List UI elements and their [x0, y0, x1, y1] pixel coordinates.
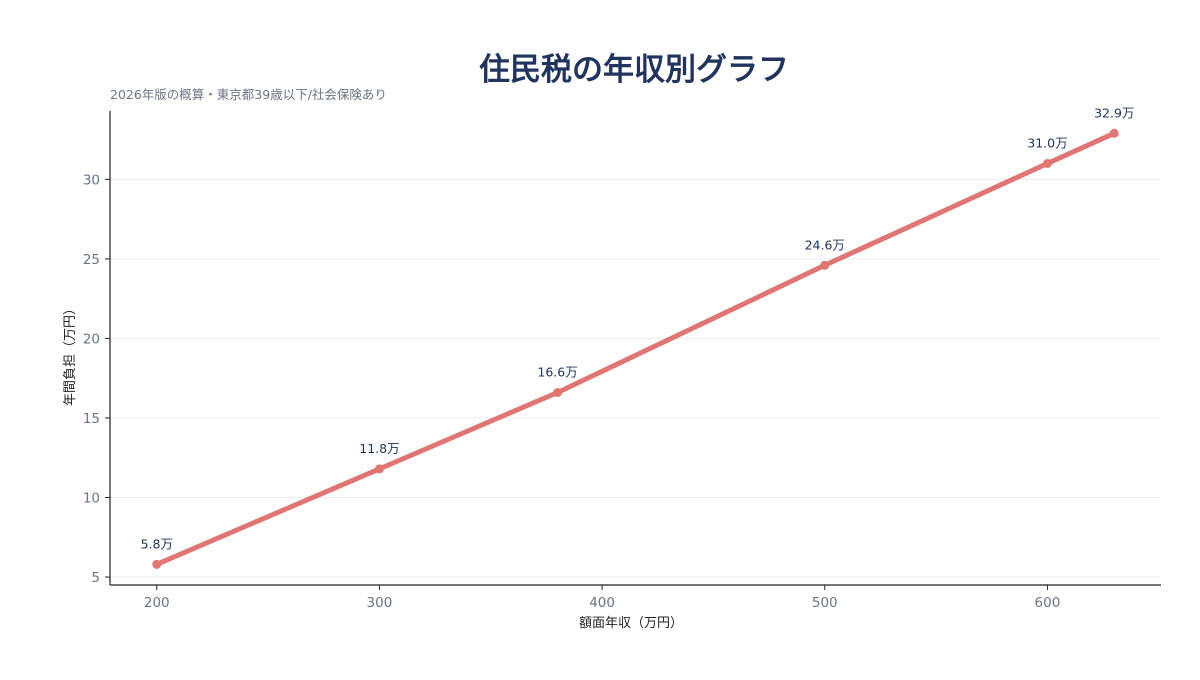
x-tick-label: 500 [812, 595, 838, 611]
data-label: 32.9万 [1094, 105, 1134, 120]
data-point [820, 260, 830, 270]
data-point [152, 559, 162, 569]
chart-title: 住民税の年収別グラフ [479, 52, 789, 88]
data-point [553, 388, 563, 398]
y-tick-label: 20 [83, 331, 100, 347]
data-label: 11.8万 [359, 441, 399, 456]
y-tick-label: 30 [83, 172, 100, 188]
data-point [374, 464, 384, 474]
y-tick-label: 5 [91, 570, 100, 586]
gridlines [110, 178, 1161, 578]
axes [109, 111, 1161, 586]
series-line [154, 130, 1117, 567]
data-point [1109, 128, 1119, 138]
y-tick-label: 25 [83, 252, 100, 268]
series-residence-tax [152, 128, 1119, 569]
x-tick-label: 200 [144, 595, 170, 611]
data-labels: 5.8万 11.8万 16.6万 24.6万 31.0万 32.9万 [141, 105, 1135, 551]
x-tick-label: 400 [589, 595, 615, 611]
y-tick-label: 10 [83, 491, 100, 507]
x-ticks: 200 300 400 500 600 [144, 585, 1060, 611]
x-tick-label: 600 [1035, 595, 1061, 611]
data-point [1042, 158, 1052, 168]
data-label: 31.0万 [1027, 135, 1067, 150]
data-label: 5.8万 [141, 536, 173, 551]
y-tick-label: 15 [83, 411, 100, 427]
data-label: 16.6万 [537, 365, 577, 380]
data-label: 24.6万 [805, 237, 845, 252]
x-axis-label: 額面年収（万円） [579, 616, 683, 631]
y-axis-label: 年間負担（万円） [63, 302, 78, 406]
x-tick-label: 300 [367, 595, 393, 611]
chart-subtitle: 2026年版の概算・東京都39歳以下/社会保険あり [110, 87, 387, 102]
y-ticks: 5 10 15 20 25 30 [83, 172, 110, 586]
